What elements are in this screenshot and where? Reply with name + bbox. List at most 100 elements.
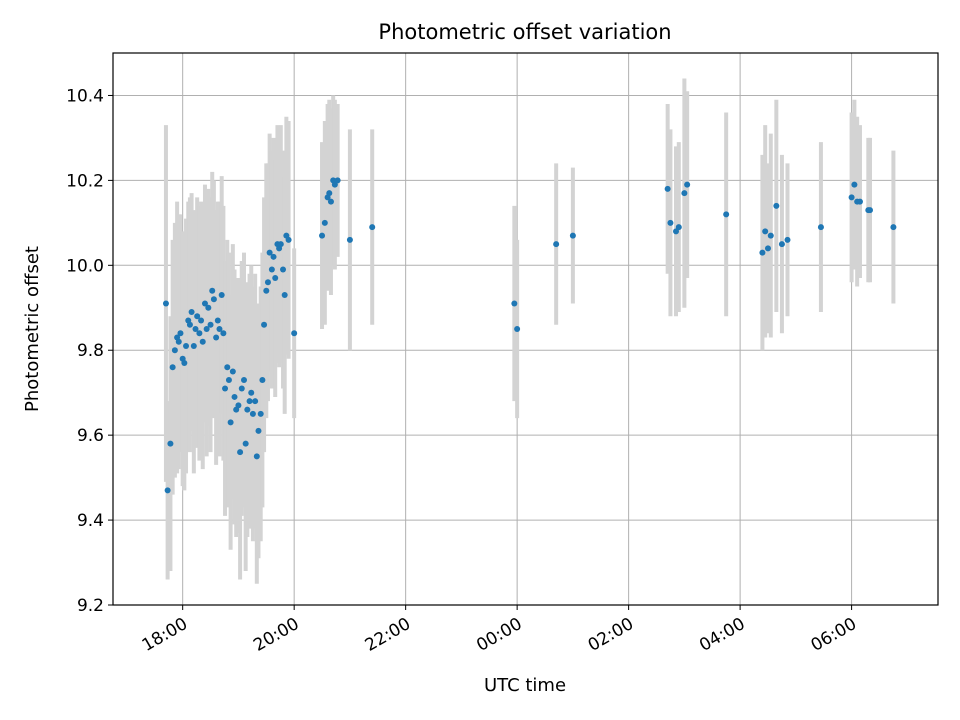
data-point [164,487,171,494]
y-tick-label: 9.8 [77,341,104,361]
data-point [784,236,791,243]
data-point [231,393,238,400]
y-axis-label: Photometric offset [22,246,43,412]
data-point [238,385,245,392]
data-point [664,185,671,192]
data-point [224,364,231,371]
data-point [667,219,674,226]
data-point [266,249,273,256]
data-point [213,334,220,341]
data-point [277,241,284,248]
data-point [255,427,262,434]
data-point [190,342,197,349]
data-point [285,236,292,243]
data-point [321,219,328,226]
data-point [177,330,184,337]
data-point [259,376,266,383]
data-point [334,177,341,184]
data-point [681,190,688,197]
data-point [181,359,188,366]
data-point [201,300,208,307]
data-point [346,236,353,243]
data-point [199,338,206,345]
data-point [198,317,205,324]
data-point [280,266,287,273]
data-point [218,292,225,299]
data-point [767,232,774,239]
data-point [216,326,223,332]
data-point [514,326,521,332]
plot-frame [112,52,939,606]
data-point [242,440,249,447]
data-point [252,398,259,405]
data-point [369,224,376,231]
data-point [553,241,560,248]
data-point [175,338,182,345]
y-tick-label: 10.4 [66,86,104,106]
data-point [331,181,338,188]
data-point [237,449,244,456]
data-point [194,313,201,320]
data-point [210,296,217,303]
data-point [203,326,210,332]
data-point [817,224,824,231]
data-point [569,232,576,239]
data-point [270,253,277,260]
data-point [866,207,873,214]
data-point [773,202,780,209]
data-point [326,190,333,197]
data-point [196,330,203,337]
data-point [244,406,251,413]
data-point [848,194,855,201]
y-tick-label: 10.2 [66,171,104,191]
data-point [253,453,260,460]
data-point [235,402,242,409]
y-tick-label: 9.2 [77,596,104,616]
data-point [249,410,256,417]
data-point [764,245,771,252]
data-point [192,326,199,332]
y-tick-label: 9.4 [77,511,104,531]
data-point [762,228,769,235]
data-point [257,410,264,417]
data-point [240,376,247,383]
data-points [162,177,897,494]
data-point [511,300,518,307]
data-point [856,198,863,205]
data-point [214,317,221,324]
data-point [209,287,216,294]
data-point [327,198,334,205]
data-point [673,228,680,235]
data-point [227,419,234,426]
data-point [264,279,271,286]
chart-title: Photometric offset variation [378,20,671,44]
y-tick-label: 10.0 [66,256,104,276]
data-point [205,304,212,311]
data-point [169,364,176,371]
data-point [675,224,682,231]
data-point [291,330,298,337]
data-point [684,181,691,188]
data-point [171,347,178,354]
data-point [851,181,858,188]
data-point [225,376,232,383]
data-point [272,275,279,282]
data-point [222,385,229,392]
data-point [183,342,190,349]
data-point [167,440,174,447]
data-point [890,224,897,231]
data-point [281,292,288,299]
data-point [319,232,326,239]
data-point [248,389,255,396]
x-axis-label: UTC time [484,675,566,696]
data-point [229,368,236,375]
data-point [263,287,270,294]
data-point [188,309,195,316]
data-point [261,321,268,328]
data-point [186,321,193,328]
data-point [246,398,253,405]
data-point [759,249,766,256]
y-tick-label: 9.6 [77,426,104,446]
